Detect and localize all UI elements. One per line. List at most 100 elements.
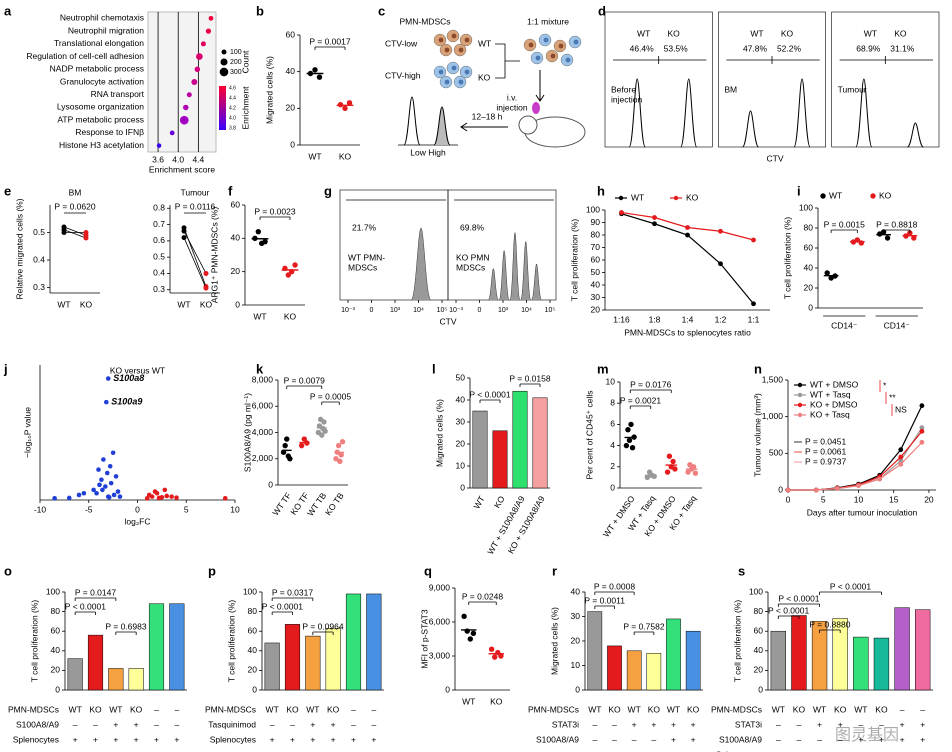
panel-letter: m xyxy=(597,361,609,376)
nucleus xyxy=(438,69,444,75)
colorbar-label: 4.0 xyxy=(229,115,236,121)
p-value: P = 0.8818 xyxy=(876,219,917,229)
p-value: P = 0.0017 xyxy=(309,36,350,46)
x-tick-label: 5 xyxy=(821,494,826,504)
row-cell: + xyxy=(879,749,884,752)
p-value: P = 0.6983 xyxy=(105,621,146,631)
row-cell: + xyxy=(900,749,905,752)
row-cell: – xyxy=(592,734,597,744)
y-axis-label: T cell proliferation (%) xyxy=(226,600,236,683)
data-point xyxy=(288,268,295,275)
row-cell: – xyxy=(612,719,617,729)
data-point xyxy=(164,493,170,499)
panel-letter: a xyxy=(4,3,12,18)
y-tick-label: 3,000 xyxy=(429,650,451,660)
x-tick-label: 1:8 xyxy=(649,314,661,324)
row-cell: + xyxy=(113,719,118,729)
row-cell: KO xyxy=(89,704,102,714)
y-tick-label: 6 xyxy=(610,419,615,429)
legend-dot xyxy=(870,193,876,199)
histogram xyxy=(520,241,532,301)
data-point xyxy=(287,456,293,462)
data-point xyxy=(83,235,89,241)
data-point xyxy=(307,70,314,77)
subplot-title: injection xyxy=(611,94,642,104)
data-point xyxy=(162,487,168,493)
y-tick-label: 40 xyxy=(231,233,241,243)
y-tick-label: 40 xyxy=(571,586,581,596)
data-point xyxy=(81,490,87,496)
data-point xyxy=(149,494,155,499)
row-cell: – xyxy=(651,734,656,744)
nucleus xyxy=(458,47,464,53)
row-cell: – xyxy=(900,704,905,714)
p-value: P = 0.7582 xyxy=(623,621,664,631)
row-cell: – xyxy=(858,719,863,729)
data-point xyxy=(461,613,467,620)
legend-label: WT xyxy=(829,190,842,200)
p-value: P = 0.0176 xyxy=(630,379,671,389)
x-tick-label: 10⁵ xyxy=(437,307,448,314)
gate-label: WT xyxy=(864,28,877,38)
row-label: S100A8/A9 xyxy=(16,719,59,729)
data-point xyxy=(321,419,327,425)
data-point xyxy=(672,466,678,472)
bar xyxy=(626,650,642,691)
y-tick-label: 0 xyxy=(268,479,273,489)
p-value: P = 0.0158 xyxy=(509,373,550,383)
data-point xyxy=(76,492,82,498)
nucleus xyxy=(550,53,556,59)
nucleus xyxy=(451,65,457,71)
nucleus xyxy=(458,79,464,85)
x-tick-label: 1:1 xyxy=(748,314,760,324)
gate-label: KO xyxy=(781,28,794,38)
y-tick-label: 0.3 xyxy=(153,284,165,294)
data-point xyxy=(103,484,108,489)
y-axis-label: ARG1⁺ PMN-MDSCs (%) xyxy=(209,207,219,304)
y-axis-label: T cell proliferation (%) xyxy=(732,600,742,683)
row-cell: + xyxy=(691,734,696,744)
legend-dot xyxy=(221,49,227,55)
p-value: P = 0.0011 xyxy=(584,595,625,605)
data-point xyxy=(346,100,353,106)
data-point xyxy=(488,646,495,652)
data-point xyxy=(106,495,112,500)
y-tick-label: 0 xyxy=(235,299,240,309)
data-point xyxy=(824,270,830,276)
x-tick-label: WT xyxy=(308,151,321,161)
y-tick-label: 0.5 xyxy=(33,227,45,237)
y-tick-label: 60 xyxy=(231,199,241,209)
p-value: P = 0.0079 xyxy=(284,375,325,385)
row-cell: – xyxy=(817,734,822,744)
legend-label: 200 xyxy=(230,59,242,66)
data-point xyxy=(464,628,470,634)
y-tick-label: 0 xyxy=(610,482,615,492)
significance: ** xyxy=(889,392,896,402)
pair-line xyxy=(63,229,87,239)
data-point xyxy=(117,494,123,499)
data-point xyxy=(107,463,113,469)
row-cell: WT xyxy=(306,704,319,714)
p-value: P = 0.0964 xyxy=(302,621,343,631)
y-tick-label: 0 xyxy=(55,684,60,694)
row-cell: – xyxy=(797,734,802,744)
data-point xyxy=(66,495,72,501)
y-tick-label: 60 xyxy=(804,242,814,252)
bar xyxy=(853,636,869,691)
y-tick-label: 40 xyxy=(754,645,764,655)
gate-percent: 46.4% xyxy=(630,43,655,53)
row-cell: – xyxy=(93,719,98,729)
y-tick-label: 10 xyxy=(606,376,616,386)
gate-percent: 53.5% xyxy=(664,43,689,53)
data-point xyxy=(685,225,690,230)
row-cell: WT xyxy=(588,704,601,714)
data-point xyxy=(751,301,756,307)
bar xyxy=(770,630,786,691)
chart-title: KO versus WT xyxy=(110,365,165,375)
pair-line xyxy=(183,237,207,289)
bar xyxy=(264,642,280,691)
colorbar-label: 4.4 xyxy=(229,95,236,101)
panel-letter: j xyxy=(3,361,8,376)
p-value: P = 0.0008 xyxy=(594,581,635,591)
legend-label: 300 xyxy=(230,69,242,76)
